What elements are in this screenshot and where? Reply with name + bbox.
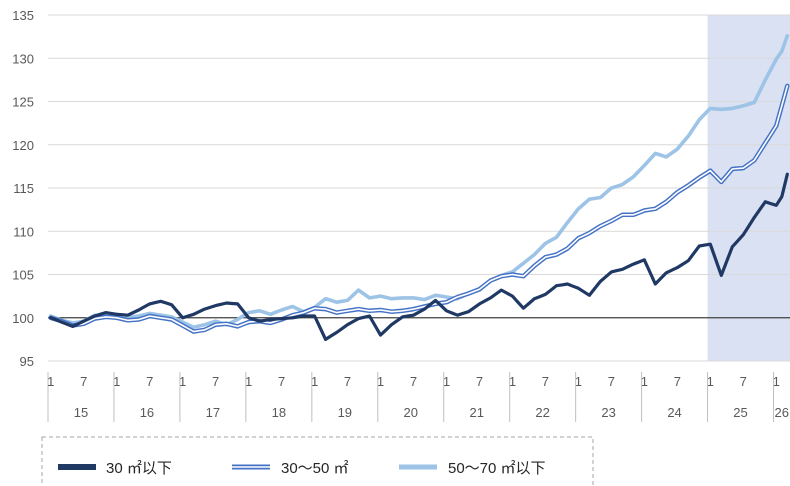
series-line-30-50-inner (49, 85, 789, 333)
series-line-30-under (49, 172, 789, 341)
x-month-tick-label: 7 (344, 374, 351, 389)
x-month-tick-label: 7 (674, 374, 681, 389)
x-month-tick-label: 7 (740, 374, 747, 389)
legend-label: 30 ㎡以下 (106, 460, 172, 477)
x-month-tick-label: 1 (575, 374, 582, 389)
y-tick-label: 135 (12, 8, 34, 23)
y-tick-label: 105 (12, 268, 34, 283)
x-month-tick-label: 7 (542, 374, 549, 389)
x-month-tick-label: 7 (212, 374, 219, 389)
x-month-tick-label: 1 (707, 374, 714, 389)
x-year-label: 21 (469, 405, 483, 420)
x-year-label: 19 (338, 405, 352, 420)
y-tick-label: 100 (12, 311, 34, 326)
x-year-label: 17 (206, 405, 220, 420)
x-month-tick-label: 1 (773, 374, 780, 389)
x-year-label: 15 (74, 405, 88, 420)
x-year-label: 25 (733, 405, 747, 420)
x-year-label: 20 (404, 405, 418, 420)
x-year-label: 22 (535, 405, 549, 420)
y-axis: 95 100 105 110 115 120 125 130 135 (12, 8, 34, 369)
x-month-tick-label: 7 (608, 374, 615, 389)
x-month-tick-label: 1 (245, 374, 252, 389)
series-line-50-70 (48, 33, 790, 330)
x-year-label: 26 (775, 405, 789, 420)
x-axis: 1 7 1 7 1 7 1 7 1 7 1 7 1 7 1 7 1 7 1 7 1 7 115 16 17 18 19 20 21 22 2… (47, 372, 789, 422)
x-month-tick-label: 1 (113, 374, 120, 389)
x-month-tick-label: 1 (179, 374, 186, 389)
x-month-tick-label: 1 (377, 374, 384, 389)
legend-label: 50～70 ㎡以下 (448, 460, 546, 477)
x-month-tick-label: 7 (278, 374, 285, 389)
y-tick-label: 95 (20, 354, 34, 369)
x-month-tick-label: 7 (146, 374, 153, 389)
x-month-tick-label: 7 (476, 374, 483, 389)
legend: 30 ㎡以下 30～50 ㎡ 50～70 ㎡以下 (41, 436, 594, 486)
x-month-tick-label: 1 (311, 374, 318, 389)
x-month-tick-label: 1 (47, 374, 54, 389)
y-tick-label: 110 (13, 224, 34, 239)
series-lines (48, 33, 790, 341)
x-year-label: 23 (601, 405, 615, 420)
x-year-label: 18 (272, 405, 286, 420)
x-month-tick-label: 1 (443, 374, 450, 389)
y-tick-label: 125 (12, 95, 34, 110)
y-tick-label: 120 (12, 138, 34, 153)
series-line-30-50 (48, 83, 790, 334)
legend-label: 30～50 ㎡ (281, 460, 349, 477)
x-month-tick-label: 1 (509, 374, 516, 389)
y-tick-label: 130 (12, 51, 34, 66)
x-month-tick-label: 7 (80, 374, 87, 389)
gridlines (48, 14, 790, 362)
y-tick-label: 115 (13, 181, 34, 196)
x-month-tick-label: 7 (410, 374, 417, 389)
legend-box (41, 436, 594, 486)
x-month-tick-label: 1 (641, 374, 648, 389)
x-year-label: 16 (140, 405, 154, 420)
x-year-label: 24 (667, 405, 681, 420)
